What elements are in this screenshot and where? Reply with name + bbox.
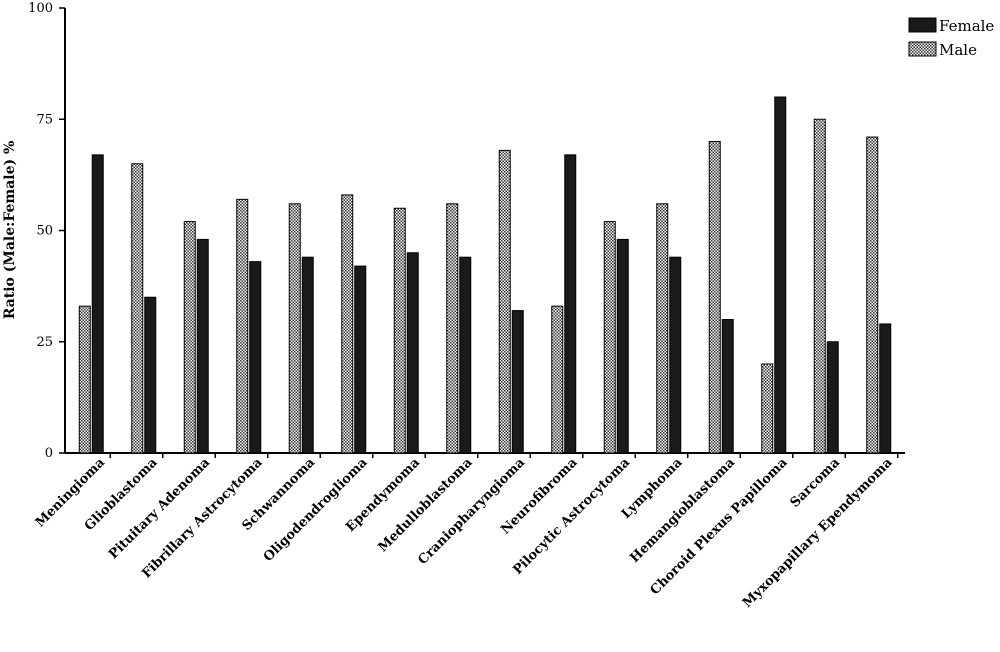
- bar-female: [301, 256, 314, 454]
- bar-female: [511, 310, 524, 454]
- x-tick-label: Craniopharyngioma: [415, 455, 528, 568]
- bar-female: [91, 154, 104, 454]
- bar-male: [78, 305, 91, 454]
- y-tick-label: 50: [36, 224, 53, 239]
- legend: Female Male: [908, 17, 994, 59]
- y-tick-label: 0: [45, 446, 53, 461]
- bar-male: [183, 221, 196, 454]
- bar-female: [406, 252, 419, 454]
- x-tick-label: Medulloblastoma: [376, 455, 476, 555]
- bar-female: [144, 296, 157, 454]
- legend-label-female: Female: [939, 17, 994, 35]
- x-tick-label: Oligodendroglioma: [261, 455, 371, 565]
- x-tick-label: Pituitary Adenoma: [106, 455, 213, 562]
- x-tick-label: Hemangioblastoma: [627, 455, 738, 566]
- y-tick-label: 100: [28, 1, 53, 16]
- bar-male: [603, 221, 616, 454]
- bar-female: [826, 341, 839, 454]
- bar-female: [459, 256, 472, 454]
- bar-male: [341, 194, 354, 454]
- y-tick-label: 75: [36, 112, 53, 127]
- bar-female: [616, 238, 629, 454]
- bar-male: [131, 163, 144, 454]
- bar-male: [708, 141, 721, 454]
- bar-male: [393, 207, 406, 454]
- x-tick-label: Sarcoma: [788, 455, 844, 511]
- bar-female: [196, 238, 209, 454]
- bar-male: [498, 149, 511, 454]
- bar-male: [866, 136, 879, 454]
- bar-male: [656, 203, 669, 454]
- bar-male: [446, 203, 459, 454]
- bar-male: [288, 203, 301, 454]
- y-tick-label: 25: [36, 335, 53, 350]
- bar-male: [236, 198, 249, 454]
- bar-female: [669, 256, 682, 454]
- bar-male: [551, 305, 564, 454]
- bar-female: [249, 261, 262, 454]
- legend-label-male: Male: [939, 41, 977, 59]
- bar-female: [879, 323, 892, 454]
- bar-male: [813, 118, 826, 454]
- bar-female: [774, 96, 787, 454]
- legend-swatch-male: [908, 41, 937, 57]
- bars: [78, 96, 892, 454]
- legend-swatch-female: [908, 17, 937, 33]
- bar-female: [354, 265, 367, 454]
- bar-female: [721, 319, 734, 454]
- y-axis-title: Ratio (Male:Female) %: [2, 141, 18, 320]
- bar-female: [564, 154, 577, 454]
- bar-male: [761, 363, 774, 454]
